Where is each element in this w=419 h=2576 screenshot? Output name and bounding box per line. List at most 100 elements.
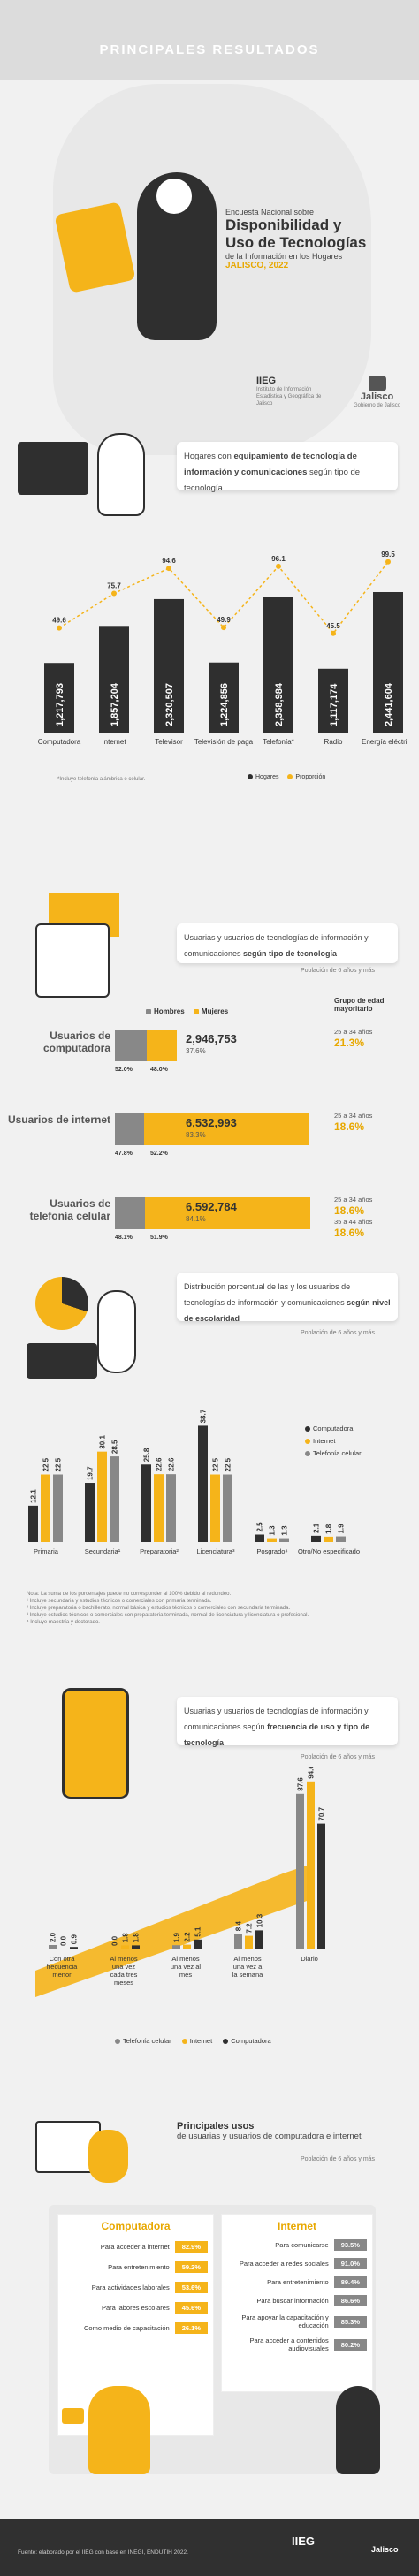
edu-value-1-0: 19.7 xyxy=(87,1466,95,1480)
freq-value-3-2: 10.3 xyxy=(256,1913,264,1927)
s2-total: 6,532,993 xyxy=(186,1116,237,1129)
edu-value-5-1: 1.8 xyxy=(325,1524,333,1534)
s3-note-0: Nota: La suma de los porcentajes puede n… xyxy=(27,1592,232,1597)
s2-age2: 35 a 44 años xyxy=(334,1218,373,1226)
s3-title-b: según nivel de escolaridad xyxy=(184,1298,391,1323)
s3-note-2: ² Incluye preparatoria o bachillerato, n… xyxy=(27,1606,291,1611)
s2-m-pct: 48.0% xyxy=(150,1067,168,1073)
bar-value-3: 1,224,856 xyxy=(219,683,230,726)
net-use-row: Para acceder a contenidos audiovisuales 8… xyxy=(227,2337,367,2352)
edu-bar-3-1 xyxy=(210,1474,220,1542)
s1-title-b: equipamiento de tecnología de informació… xyxy=(184,452,357,477)
edu-category-5: Otro/No especificado xyxy=(298,1547,360,1555)
proportion-label-4: 96.1 xyxy=(271,555,286,563)
s2-total-bar xyxy=(177,1197,310,1229)
bar-value-5: 1,117,174 xyxy=(329,683,339,726)
legend-hogares: Hogares xyxy=(255,774,279,780)
person4-illustration xyxy=(97,1290,136,1373)
s2-mujeres-bar xyxy=(145,1197,177,1229)
freq-category-0-0: Con otra xyxy=(50,1955,76,1963)
category-label-0: Computadora xyxy=(38,738,81,746)
video-icon xyxy=(62,2408,84,2424)
s2-total: 2,946,753 xyxy=(186,1032,237,1045)
section4-title-card: Usuarias y usuarios de tecnologías de in… xyxy=(177,1697,398,1747)
s3-notes: Nota: La suma de los porcentajes puede n… xyxy=(27,1591,398,1626)
freq-value-2-2: 5.1 xyxy=(194,1926,202,1937)
edu-value-1-2: 28.5 xyxy=(111,1440,119,1454)
bar-hogares-6 xyxy=(373,592,403,733)
edu-bar-1-0 xyxy=(85,1483,95,1542)
edu-category-3: Licenciatura³ xyxy=(197,1547,235,1555)
edu-bar-3-0 xyxy=(198,1425,208,1542)
freq-bar-2-1 xyxy=(183,1944,191,1949)
legend-mujeres-icon xyxy=(193,1008,199,1014)
edu-bar-1-2 xyxy=(110,1456,119,1542)
edu-bar-4-1 xyxy=(267,1538,277,1542)
comp-use-row: Como medio de capacitación 26.1% xyxy=(64,2322,208,2334)
laptop-illustration xyxy=(27,1343,97,1379)
proportion-label-0: 49.6 xyxy=(52,617,66,625)
s2-agep: 18.6% xyxy=(334,1204,365,1217)
s2-total-bar xyxy=(177,1113,309,1145)
jalisco-logo: Jalisco Gobierno de Jalisco xyxy=(354,376,400,409)
edu-value-2-1: 22.6 xyxy=(156,1457,164,1471)
comp-use-label: Para labores escolares xyxy=(102,2304,170,2312)
s2-pct: 84.1% xyxy=(186,1215,206,1223)
freq-category-1-2: cada tres xyxy=(110,1971,138,1979)
s4-legend-computadora: Computadora xyxy=(231,2037,271,2045)
freq-bar-4-2 xyxy=(317,1823,325,1949)
edu-value-3-2: 22.5 xyxy=(225,1457,232,1471)
s2-title-b: según tipo de tecnología xyxy=(243,949,338,958)
intro-line4: de la Información en los Hogares xyxy=(225,252,343,261)
person7-illustration xyxy=(336,2386,380,2474)
s3-legend-yellow xyxy=(305,1439,310,1445)
iieg-logo-sub: Instituto de Información Estadística y G… xyxy=(256,387,322,407)
net-use-row: Para buscar información 86.6% xyxy=(227,2295,367,2306)
edu-bar-2-2 xyxy=(166,1474,176,1542)
s4-title-a: Usuarias y usuarios de tecnologías de in… xyxy=(184,1706,369,1731)
edu-value-5-0: 2.1 xyxy=(313,1523,321,1533)
edu-value-2-0: 25.8 xyxy=(143,1448,151,1462)
s2-row xyxy=(9,1105,10,1106)
edu-value-0-2: 22.5 xyxy=(55,1457,63,1471)
pie-illustration xyxy=(35,1277,88,1330)
freq-category-3-1: una vez a xyxy=(233,1963,263,1971)
edu-bar-2-1 xyxy=(154,1474,164,1542)
comp-use-label: Para acceder a internet xyxy=(100,2243,170,2251)
jalisco-logo-text: Jalisco xyxy=(360,391,394,402)
freq-value-3-1: 7.2 xyxy=(246,1923,254,1934)
legend-yellow-dot xyxy=(287,774,293,780)
jalisco-emblem-icon xyxy=(368,376,386,391)
edu-bar-1-1 xyxy=(97,1451,107,1542)
s5-title-b: de usuarias y usuarios de computadora e … xyxy=(177,2131,362,2141)
comp-use-row: Para labores escolares 45.6% xyxy=(64,2302,208,2314)
net-use-row: Para apoyar la capacitación y educación 8… xyxy=(227,2314,367,2329)
s4-legend-yellow xyxy=(181,2039,187,2045)
bar-value-2: 2,320,507 xyxy=(164,683,175,726)
freq-category-1-1: una vez xyxy=(112,1963,136,1971)
s2-population: Población de 6 años y más xyxy=(301,968,376,974)
freq-category-2-1: una vez al xyxy=(171,1963,202,1971)
header-band xyxy=(0,0,419,80)
jalisco-logo-sub: Gobierno de Jalisco xyxy=(354,403,401,408)
proportion-label-6: 99.5 xyxy=(381,551,395,559)
category-label-6: Energía eléctrica xyxy=(362,738,407,746)
freq-value-2-0: 1.9 xyxy=(173,1933,181,1943)
s3-legend-computadora: Computadora xyxy=(313,1425,354,1432)
freq-value-4-2: 70.7 xyxy=(318,1806,326,1820)
comp-use-value: 59.2% xyxy=(174,2261,208,2273)
comp-use-value: 53.6% xyxy=(174,2282,208,2293)
person5-illustration xyxy=(88,2130,128,2183)
comp-use-row: Para acceder a internet 82.9% xyxy=(64,2241,208,2253)
net-use-row: Para comunicarse 93.5% xyxy=(227,2239,367,2251)
s3-note-1: ¹ Incluye secundaria y estudios técnicos… xyxy=(27,1599,212,1604)
comp-use-row: Para entretenimiento 59.2% xyxy=(64,2261,208,2273)
s2-agep: 21.3% xyxy=(334,1037,365,1049)
s4-title-b: frecuencia de uso y tipo de tecnología xyxy=(184,1722,370,1747)
comp-use-value: 45.6% xyxy=(174,2302,208,2314)
person6-illustration xyxy=(88,2386,150,2474)
proportion-label-5: 45.5 xyxy=(326,622,340,630)
s2-total: 6,592,784 xyxy=(186,1200,237,1213)
freq-category-2-0: Al menos xyxy=(171,1955,200,1963)
